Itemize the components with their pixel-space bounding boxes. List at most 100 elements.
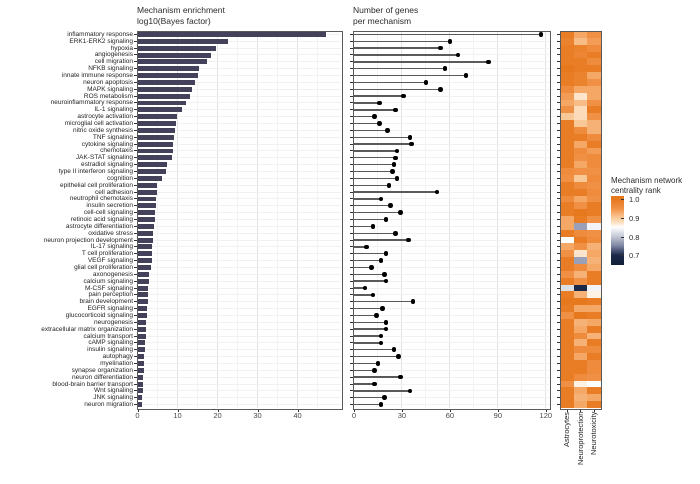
lollipop-line (354, 47, 441, 49)
gridline-row (353, 109, 549, 111)
y-axis-tick (350, 260, 353, 262)
lollipop-line (354, 314, 377, 317)
bar (137, 326, 146, 332)
y-axis-tick (134, 246, 137, 248)
y-axis-tick (134, 81, 137, 83)
y-axis-tick (350, 225, 353, 227)
heatmap-cell (560, 346, 574, 354)
y-axis-tick (350, 47, 353, 49)
lollipop-line (354, 136, 410, 138)
gridline-row (353, 177, 549, 179)
heatmap-cell (587, 181, 601, 190)
row-label: ERK1-ERK2 signaling (69, 37, 133, 45)
bar (137, 223, 155, 229)
gridline-row (353, 157, 549, 159)
heatmap-cell (573, 270, 587, 279)
y-axis-tick (134, 321, 137, 323)
heatmap-cell (587, 346, 601, 354)
lollipop-dot (393, 155, 398, 161)
gridline-row (353, 47, 549, 49)
x-axis-tick (593, 409, 595, 412)
y-axis-tick (556, 260, 560, 262)
y-axis-tick (350, 81, 353, 83)
y-axis-tick (556, 212, 560, 214)
row-label: axonogenesis (92, 270, 133, 278)
heatmap-cell (573, 202, 587, 210)
gridline-row (353, 239, 549, 241)
heatmap-cell (587, 99, 601, 107)
heatmap-cell (560, 65, 574, 73)
heatmap-cell (573, 31, 587, 39)
heatmap-cell (573, 264, 587, 272)
lollipop-line (354, 403, 382, 406)
row-label: astrocyte differentiation (65, 222, 133, 230)
heatmap-cell (560, 380, 574, 388)
heatmap-column-label: Neuroprotection (575, 412, 585, 466)
bar (137, 93, 190, 99)
row-label: M-CSF signaling (84, 284, 133, 292)
row-label: neurogenesis (93, 318, 133, 326)
y-axis-tick (134, 342, 137, 344)
row-label: nitric oxide synthesis (73, 126, 133, 134)
bar (137, 354, 145, 360)
gridline-row (353, 335, 549, 337)
y-axis-tick (350, 397, 353, 399)
bar (137, 265, 152, 270)
lollipop-line (354, 81, 426, 84)
gridline-row (353, 273, 549, 275)
gridline-row (137, 191, 341, 193)
lollipop-dot (455, 52, 461, 58)
lollipop-line (354, 266, 372, 269)
y-axis-tick (556, 109, 560, 111)
bar (137, 381, 143, 387)
y-axis-tick (134, 143, 137, 145)
y-axis-tick (350, 198, 353, 200)
y-axis-tick (134, 356, 137, 358)
y-axis-tick (556, 150, 560, 152)
y-axis-tick (350, 171, 353, 173)
y-axis-tick (556, 143, 560, 145)
gridline-row (353, 81, 549, 83)
lollipop-line (354, 163, 394, 166)
bar (137, 59, 207, 65)
y-axis-tick (350, 342, 353, 344)
bar (137, 203, 156, 209)
y-axis-tick (556, 266, 560, 268)
heatmap-cell (573, 291, 587, 299)
row-label: microglial cell activation (64, 120, 133, 128)
y-axis-tick (556, 164, 560, 166)
y-axis-tick (556, 68, 560, 70)
heatmap-cell (560, 31, 574, 39)
gridline-row (137, 301, 341, 303)
y-axis-tick (134, 129, 137, 131)
y-axis-tick (350, 129, 353, 131)
heatmap-cell (573, 65, 587, 73)
lollipop-dot (362, 285, 368, 291)
gridline-row (137, 219, 341, 220)
gridline-row (353, 150, 549, 152)
y-axis-tick (134, 157, 137, 159)
heatmap-cell (573, 229, 587, 238)
gridline-row (353, 308, 549, 310)
lollipop-line (354, 335, 382, 337)
lollipop-line (354, 54, 458, 56)
y-axis-tick (134, 205, 137, 207)
heatmap-cell (573, 99, 587, 107)
heatmap-cell (587, 72, 601, 80)
x-axis-tick (137, 409, 139, 412)
lollipop-dot (396, 354, 402, 359)
heatmap-cell (573, 387, 587, 395)
row-label: cAMP signaling (88, 339, 133, 347)
heatmap-cell (573, 346, 587, 354)
row-label: insulin signaling (87, 346, 133, 354)
y-axis-tick (134, 335, 137, 337)
heatmap-cell (560, 126, 574, 135)
heatmap-cell (587, 257, 601, 265)
heatmap-cell (560, 202, 574, 210)
gridline-row (137, 54, 341, 56)
gridline-row (137, 47, 341, 49)
heatmap-cell (573, 181, 587, 190)
heatmap-cell (587, 51, 601, 59)
row-label: cell adhesion (95, 188, 133, 196)
bar (137, 121, 176, 127)
